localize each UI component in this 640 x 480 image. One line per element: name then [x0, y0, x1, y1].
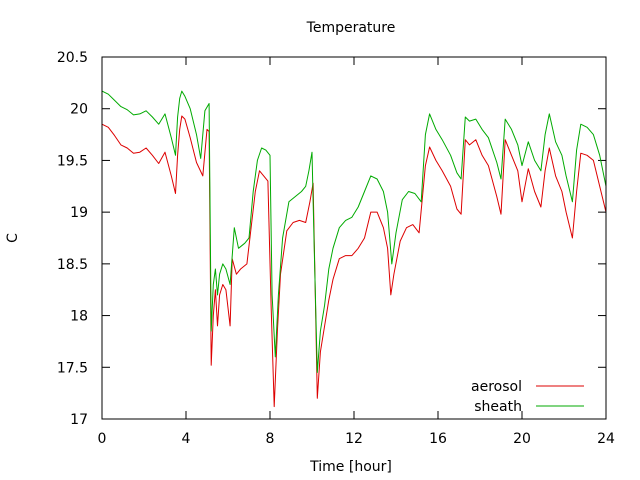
legend-label-sheath: sheath	[474, 399, 522, 415]
chart-title: Temperature	[306, 20, 396, 36]
y-tick-label: 17	[70, 412, 88, 428]
x-tick-label: 12	[345, 431, 363, 447]
axis-ticks: 0 4 8 12 16 20 24 17 17.5 18 18.5 19 19.5 20 20.5	[57, 50, 615, 447]
series-line-sheath	[101, 90, 607, 373]
legend: aerosol sheath	[471, 379, 584, 415]
series-line-aerosol	[101, 115, 607, 408]
x-tick-label: 20	[513, 431, 531, 447]
y-tick-label: 18.5	[57, 257, 88, 273]
x-tick-label: 24	[597, 431, 615, 447]
y-tick-label: 19	[70, 205, 88, 221]
x-tick-label: 4	[182, 431, 191, 447]
y-tick-label: 19.5	[57, 153, 88, 169]
x-tick-label: 16	[429, 431, 447, 447]
y-tick-label: 20	[70, 102, 88, 118]
x-axis-label: Time [hour]	[309, 459, 392, 475]
y-axis-label: C	[5, 233, 21, 243]
x-tick-label: 8	[266, 431, 275, 447]
y-tick-label: 18	[70, 309, 88, 325]
plot-frame	[101, 56, 607, 420]
x-tick-label: 0	[98, 431, 107, 447]
legend-label-aerosol: aerosol	[471, 379, 522, 395]
series-lines	[101, 90, 607, 408]
y-tick-label: 17.5	[57, 360, 88, 376]
y-tick-label: 20.5	[57, 50, 88, 66]
